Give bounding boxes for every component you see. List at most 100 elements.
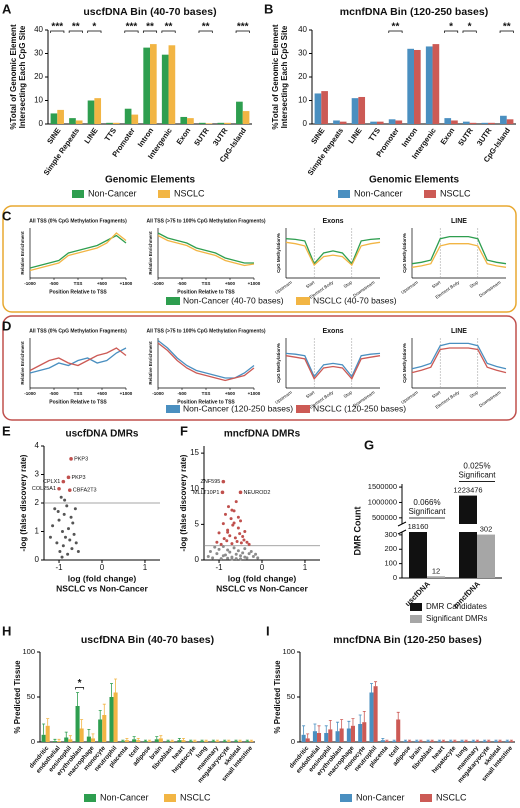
point xyxy=(59,495,63,499)
y-axis-title: DMR Count xyxy=(352,507,362,556)
bar xyxy=(373,686,378,742)
x-tick-label: TSS xyxy=(202,281,211,286)
significance-label: * xyxy=(92,22,96,33)
y-tick-label: 100 xyxy=(282,647,295,656)
significance-label: *** xyxy=(126,22,138,33)
error-bar xyxy=(110,683,114,697)
point xyxy=(239,554,243,558)
point xyxy=(66,527,70,531)
error-bar xyxy=(234,739,238,742)
legend-swatch xyxy=(296,405,310,413)
y-tick-label: 1000000 xyxy=(368,497,397,506)
point xyxy=(53,507,57,511)
y-tick-label: 100 xyxy=(384,559,397,568)
y-axis-title: CpG Methylation% xyxy=(276,343,281,383)
point xyxy=(249,549,253,553)
bar xyxy=(482,741,487,742)
panel-letter: A xyxy=(2,1,12,16)
bar xyxy=(147,741,152,742)
error-bar xyxy=(57,738,61,742)
error-bar xyxy=(460,739,464,742)
error-bar xyxy=(155,736,159,740)
y-tick-label: 10 xyxy=(190,484,199,493)
x-tick-label: Simple Repeats xyxy=(42,126,81,177)
x-tick-label: Start xyxy=(305,279,316,289)
line xyxy=(285,352,381,378)
bar xyxy=(486,741,491,742)
bar xyxy=(242,111,250,124)
y-tick-label: 40 xyxy=(298,25,307,34)
significance-bracket xyxy=(142,30,158,33)
bar xyxy=(215,741,220,742)
value-label: 18160 xyxy=(408,522,429,531)
point-label: CPLX1 xyxy=(43,479,60,485)
point xyxy=(232,521,236,525)
x-tick-label: +500 xyxy=(97,281,108,286)
y-tick-label: 200 xyxy=(384,544,397,553)
point xyxy=(235,539,239,543)
error-bar xyxy=(102,703,106,715)
legend-label: NSCLC (120-250 bases) xyxy=(313,403,406,413)
bar xyxy=(198,122,206,124)
legend-label: Significant DMRs xyxy=(426,614,487,623)
bar xyxy=(350,725,355,742)
error-bar xyxy=(189,739,193,742)
y-tick-label: 20 xyxy=(298,72,307,81)
legend-swatch xyxy=(340,794,352,802)
significance-bracket xyxy=(161,30,176,33)
y-tick-label: 10 xyxy=(34,96,43,105)
bar xyxy=(500,115,507,124)
x-tick-label: -1000 xyxy=(24,281,36,286)
annotation: Significant xyxy=(459,471,497,480)
bar xyxy=(425,46,433,125)
y-tick-label: 15 xyxy=(190,448,199,457)
x-tick-label: Start xyxy=(305,389,316,399)
error-bar xyxy=(351,718,355,726)
bar xyxy=(369,692,374,742)
bar xyxy=(79,728,84,742)
bar xyxy=(204,741,209,742)
point-label: ZNF595 xyxy=(200,479,220,485)
error-bar xyxy=(313,723,317,732)
bar xyxy=(224,122,231,124)
y-tick-label: 0 xyxy=(39,119,44,128)
error-bar xyxy=(505,739,509,742)
labeled-point xyxy=(221,479,226,484)
error-bar xyxy=(80,719,84,729)
error-bar xyxy=(381,738,385,741)
error-bar xyxy=(91,733,95,739)
plot-title: LINE xyxy=(451,328,467,335)
error-bar xyxy=(464,739,468,742)
bar xyxy=(506,119,514,124)
error-bar xyxy=(132,736,136,740)
bar xyxy=(498,741,503,742)
error-bar xyxy=(471,739,475,742)
panel-letter: F xyxy=(180,423,188,438)
x-tick-label: Stop xyxy=(469,389,480,399)
x-tick-label: -1000 xyxy=(24,391,36,396)
error-bar xyxy=(453,739,457,742)
point xyxy=(238,532,242,536)
x-axis-title: Position Relative to TSS xyxy=(49,289,107,295)
point-label: NEUROD2 xyxy=(244,490,271,496)
labeled-point xyxy=(220,490,225,495)
point xyxy=(243,530,247,533)
point xyxy=(245,540,249,544)
error-bar xyxy=(125,738,129,741)
chart-title: mncfDNA DMRs xyxy=(224,429,301,440)
legend-label: NSCLC xyxy=(174,188,205,198)
bar xyxy=(94,98,102,124)
error-bar xyxy=(204,739,208,742)
point xyxy=(221,522,225,526)
line xyxy=(29,234,127,269)
bar xyxy=(90,738,95,742)
point xyxy=(256,556,260,560)
bar xyxy=(339,728,344,742)
labeled-point xyxy=(66,475,71,480)
significance-bracket xyxy=(198,30,213,33)
error-bar xyxy=(64,731,68,738)
bar xyxy=(477,534,495,578)
bar xyxy=(432,44,440,124)
bar xyxy=(200,741,205,742)
